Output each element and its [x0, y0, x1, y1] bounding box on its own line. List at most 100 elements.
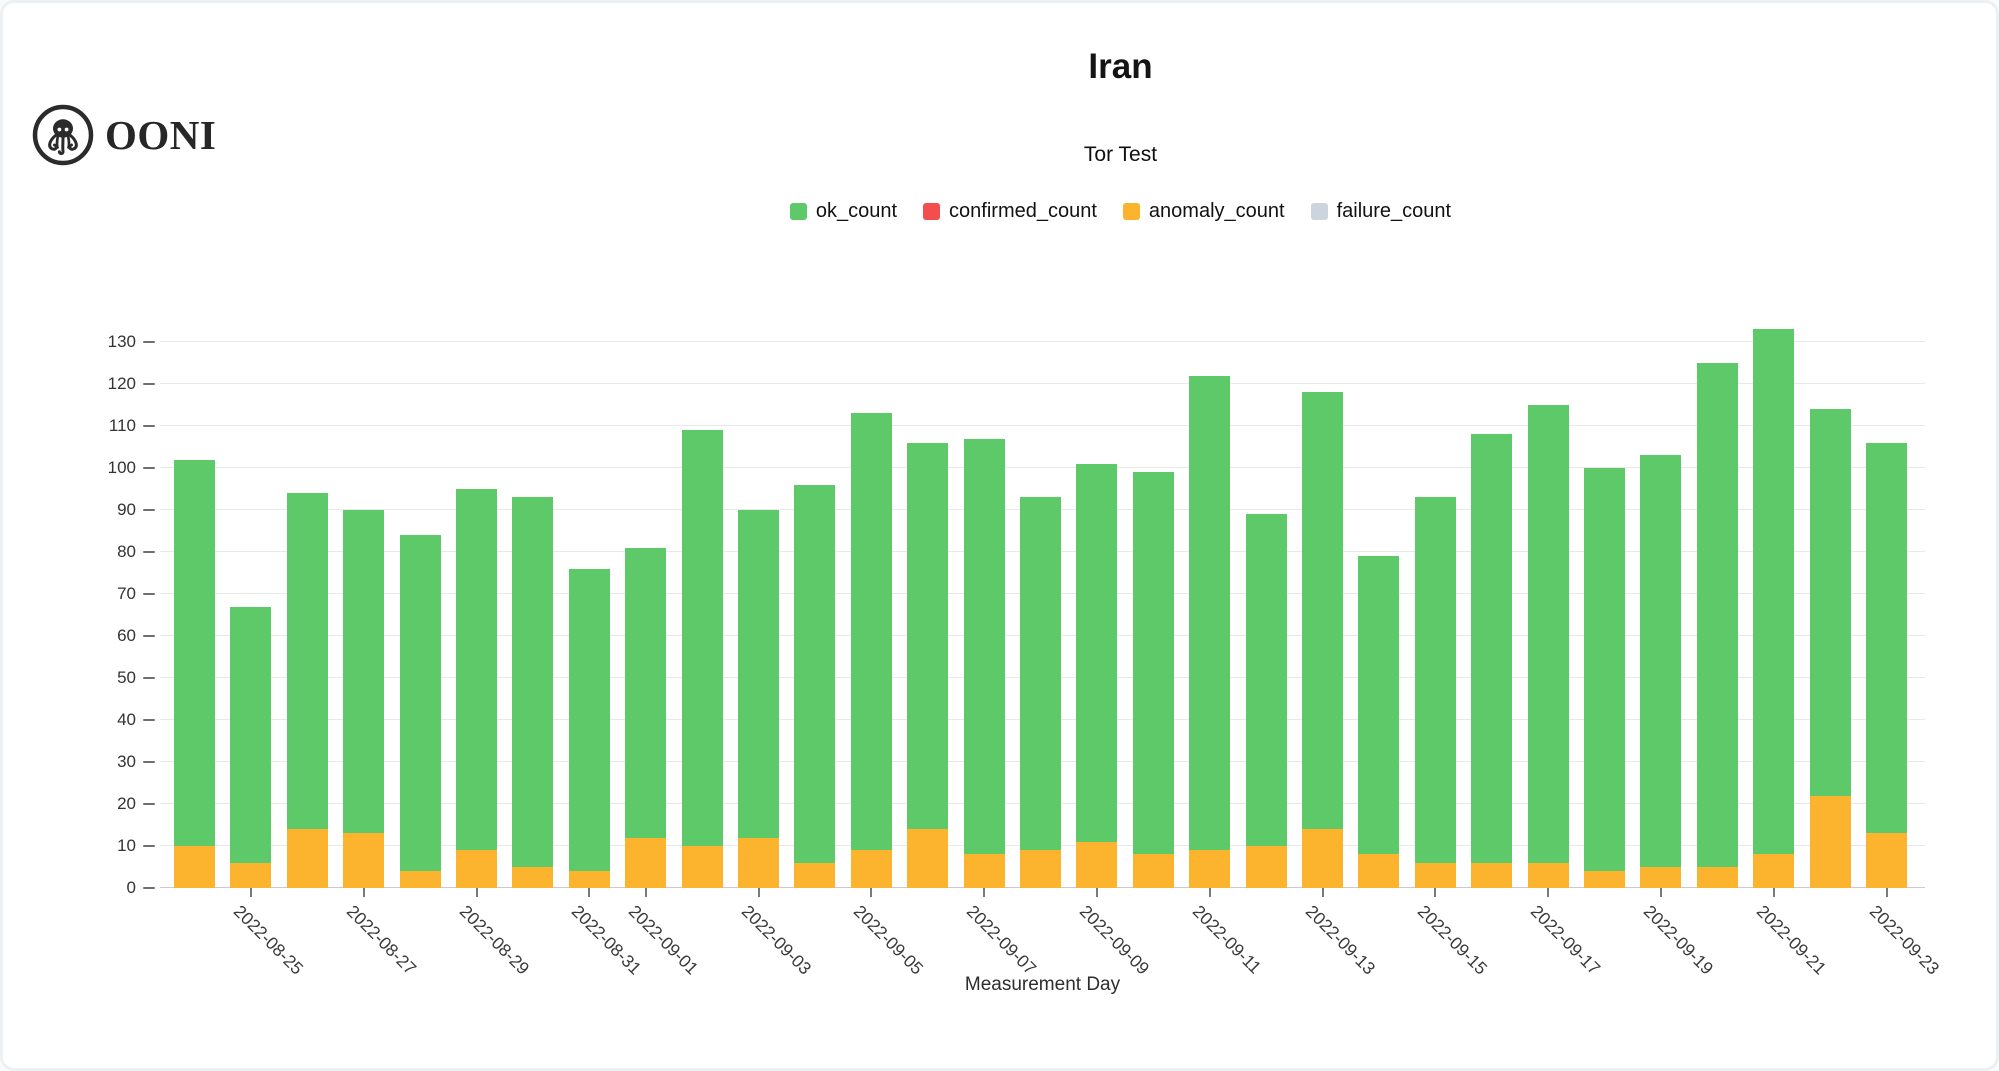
segment-ok_count	[1414, 497, 1456, 863]
segment-ok_count	[286, 493, 328, 830]
x-tick-mark-2022-08-27	[362, 888, 365, 897]
x-tick-label-2022-09-17: 2022-09-17	[1526, 901, 1605, 979]
segment-ok_count	[625, 547, 667, 838]
segment-anomaly_count	[512, 867, 554, 888]
x-tick-label-2022-09-19: 2022-09-19	[1639, 901, 1718, 979]
bar-2022-09-17[interactable]	[1527, 405, 1569, 888]
bar-2022-09-05[interactable]	[850, 413, 892, 888]
legend-item-anomaly_count: anomaly_count	[1122, 200, 1285, 223]
y-tick-mark-80	[143, 551, 155, 553]
segment-ok_count	[1471, 434, 1513, 863]
bar-2022-09-07[interactable]	[963, 438, 1005, 888]
y-tick-mark-40	[143, 719, 155, 721]
x-tick-label-2022-09-09: 2022-09-09	[1075, 901, 1154, 979]
bar-2022-09-18[interactable]	[1584, 468, 1625, 888]
bar-2022-08-26[interactable]	[286, 493, 328, 888]
legend-swatch-ok_count	[789, 202, 807, 220]
bar-2022-08-29[interactable]	[456, 489, 497, 888]
segment-ok_count	[1302, 392, 1343, 830]
segment-ok_count	[1753, 329, 1795, 855]
bar-2022-09-01[interactable]	[625, 547, 667, 888]
segment-anomaly_count	[1414, 862, 1456, 888]
segment-ok_count	[738, 510, 779, 838]
y-tick-mark-100	[143, 467, 155, 469]
bar-2022-09-14[interactable]	[1358, 556, 1400, 888]
x-tick-label-2022-09-03: 2022-09-03	[737, 901, 815, 979]
legend-label: ok_count	[815, 199, 898, 222]
segment-ok_count	[907, 442, 949, 830]
x-tick-label-2022-09-13: 2022-09-13	[1301, 901, 1379, 979]
ooni-logo: OONI	[31, 103, 216, 167]
x-tick-mark-2022-09-23	[1885, 888, 1888, 897]
segment-anomaly_count	[1358, 854, 1400, 888]
y-tick-mark-20	[143, 803, 155, 805]
x-tick-mark-2022-09-19	[1659, 888, 1662, 897]
segment-anomaly_count	[907, 829, 949, 888]
x-tick-mark-2022-09-11	[1208, 888, 1211, 897]
segment-anomaly_count	[343, 833, 385, 888]
bar-2022-09-15[interactable]	[1414, 497, 1456, 888]
y-tick-mark-120	[143, 383, 155, 385]
bar-2022-09-22[interactable]	[1809, 409, 1851, 888]
segment-ok_count	[1076, 463, 1118, 842]
bar-2022-09-04[interactable]	[794, 484, 836, 888]
y-tick-label-10: 10	[117, 836, 136, 855]
bar-2022-09-10[interactable]	[1132, 472, 1174, 888]
segment-ok_count	[399, 535, 441, 872]
y-tick-label-0: 0	[126, 878, 136, 897]
bar-2022-08-31[interactable]	[568, 568, 610, 888]
segment-ok_count	[568, 568, 610, 872]
x-tick-label-2022-09-23: 2022-09-23	[1865, 901, 1943, 979]
y-tick-label-120: 120	[107, 374, 136, 393]
bar-2022-08-25[interactable]	[230, 606, 272, 888]
bar-2022-09-06[interactable]	[907, 442, 949, 888]
bar-2022-09-21[interactable]	[1753, 329, 1795, 888]
x-tick-label-2022-09-11: 2022-09-11	[1188, 901, 1266, 978]
bar-2022-09-23[interactable]	[1866, 442, 1907, 888]
y-tick-mark-60	[143, 635, 155, 637]
segment-ok_count	[1245, 514, 1287, 846]
segment-anomaly_count	[1696, 867, 1738, 888]
bar-2022-09-02[interactable]	[681, 430, 723, 888]
segment-anomaly_count	[568, 871, 610, 888]
bar-2022-09-11[interactable]	[1189, 375, 1231, 888]
segment-ok_count	[850, 413, 892, 851]
x-tick-label-2022-08-29: 2022-08-29	[455, 901, 533, 979]
y-tick-label-50: 50	[117, 668, 136, 687]
bar-2022-08-30[interactable]	[512, 497, 554, 888]
bar-2022-08-27[interactable]	[343, 510, 385, 888]
bar-2022-08-24[interactable]	[174, 459, 215, 888]
x-axis: Measurement Day 2022-08-25 2022-08-27 2022…	[160, 888, 1943, 1028]
segment-anomaly_count	[1020, 850, 1061, 888]
bar-2022-09-09[interactable]	[1076, 463, 1118, 888]
segment-ok_count	[1696, 363, 1738, 867]
segment-ok_count	[174, 459, 215, 846]
bar-2022-09-16[interactable]	[1471, 434, 1513, 888]
legend-item-failure_count: failure_count	[1310, 200, 1451, 223]
bar-2022-08-28[interactable]	[399, 535, 441, 888]
segment-ok_count	[963, 438, 1005, 855]
y-tick-label-30: 30	[117, 752, 136, 771]
x-tick-label-2022-09-15: 2022-09-15	[1414, 901, 1492, 979]
x-tick-label-2022-09-21: 2022-09-21	[1752, 901, 1830, 979]
y-tick-label-90: 90	[117, 500, 136, 519]
gridline-y-120	[160, 383, 1925, 384]
bar-2022-09-08[interactable]	[1020, 497, 1061, 888]
bar-2022-09-12[interactable]	[1245, 514, 1287, 888]
segment-anomaly_count	[1866, 833, 1907, 888]
segment-ok_count	[1584, 468, 1625, 872]
gridline-y-110	[160, 425, 1925, 426]
bar-2022-09-20[interactable]	[1696, 363, 1738, 888]
segment-ok_count	[1132, 472, 1174, 855]
y-tick-mark-0	[143, 887, 155, 889]
segment-ok_count	[1527, 405, 1569, 863]
bar-2022-09-13[interactable]	[1302, 392, 1343, 888]
y-tick-mark-90	[143, 509, 155, 511]
x-tick-mark-2022-08-29	[475, 888, 478, 897]
bar-2022-09-03[interactable]	[738, 510, 779, 888]
bar-2022-09-19[interactable]	[1640, 455, 1682, 888]
segment-ok_count	[1809, 409, 1851, 796]
segment-anomaly_count	[1076, 841, 1118, 888]
chart-title: Iran	[1088, 47, 1153, 86]
